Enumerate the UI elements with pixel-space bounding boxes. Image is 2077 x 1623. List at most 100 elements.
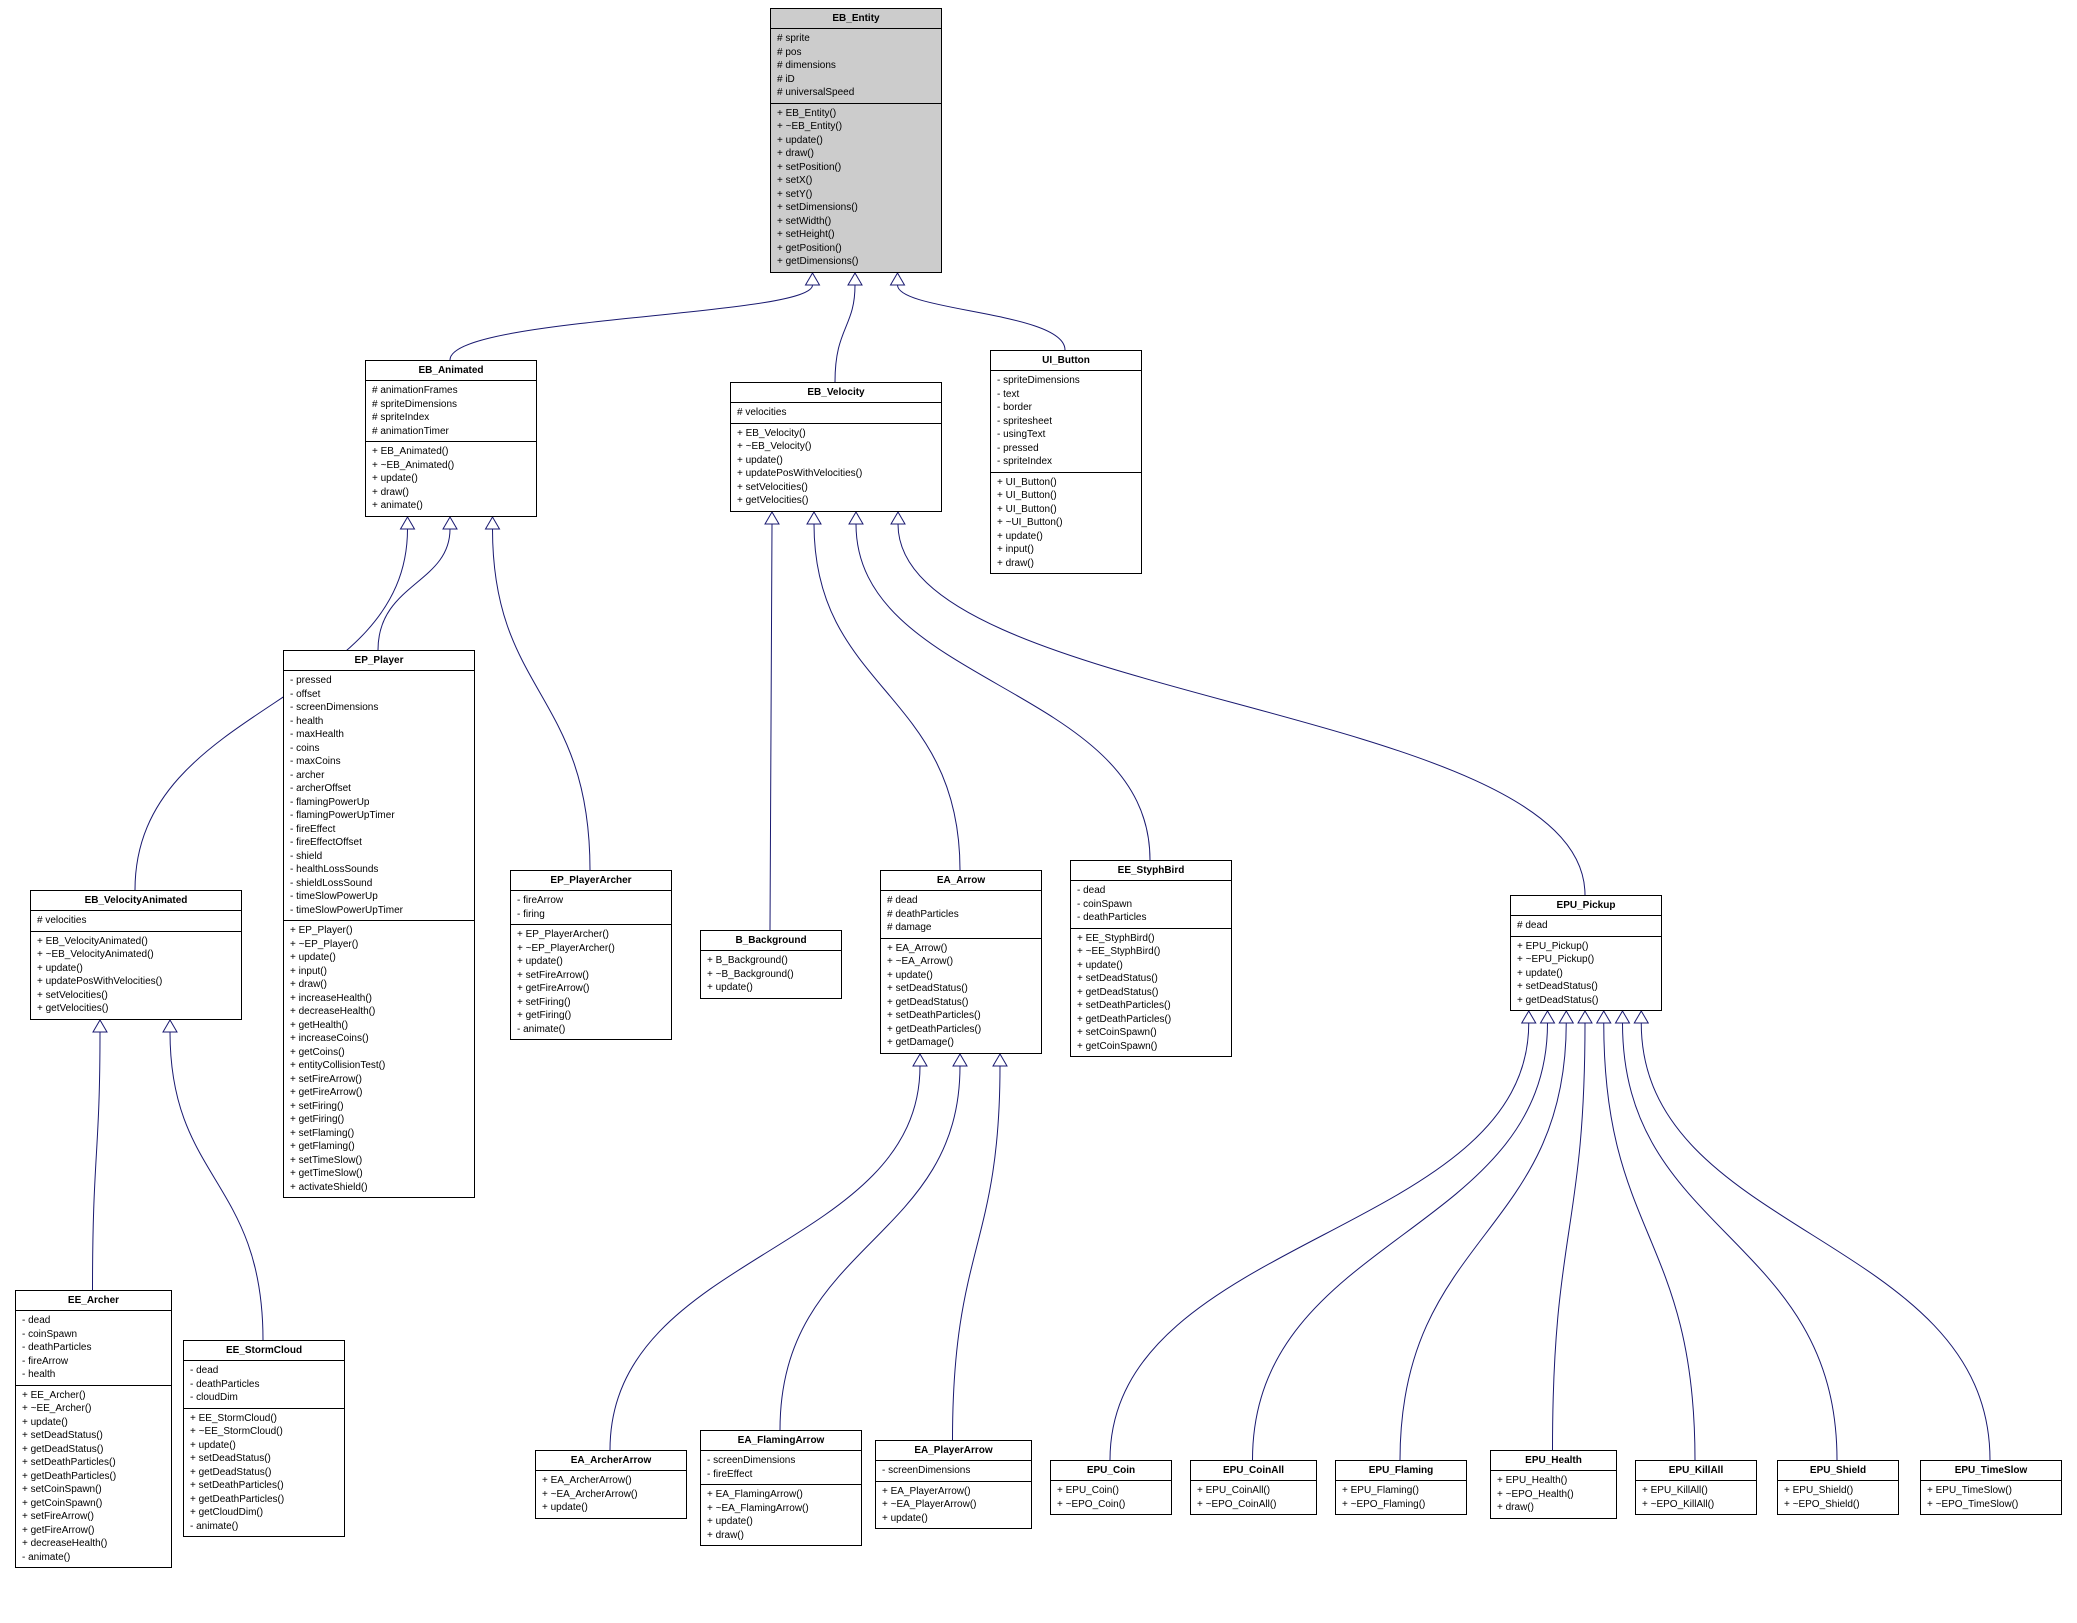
class-operations: + EP_Player()+ ~EP_Player()+ update()+ i… [284, 921, 474, 1197]
inheritance-edge [1253, 1023, 1548, 1460]
inheritance-arrowhead [765, 512, 779, 524]
class-EPU_Pickup: EPU_Pickup# dead+ EPU_Pickup()+ ~EPU_Pic… [1510, 895, 1662, 1011]
inheritance-arrowhead [848, 273, 862, 285]
class-EPU_Flaming: EPU_Flaming+ EPU_Flaming()+ ~EPO_Flaming… [1335, 1460, 1467, 1515]
class-title: EB_Entity [771, 9, 941, 29]
class-EA_PlayerArrow: EA_PlayerArrow- screenDimensions+ EA_Pla… [875, 1440, 1032, 1529]
inheritance-arrowhead [401, 517, 415, 529]
class-title: EA_Arrow [881, 871, 1041, 891]
class-title: EB_VelocityAnimated [31, 891, 241, 911]
class-title: EPU_Pickup [1511, 896, 1661, 916]
class-operations: + EB_Velocity()+ ~EB_Velocity()+ update(… [731, 424, 941, 511]
inheritance-arrowhead [486, 517, 500, 529]
class-EPU_Shield: EPU_Shield+ EPU_Shield()+ ~EPO_Shield() [1777, 1460, 1899, 1515]
class-operations: + EPU_TimeSlow()+ ~EPO_TimeSlow() [1921, 1481, 2061, 1514]
class-operations: + EPU_Pickup()+ ~EPU_Pickup()+ update()+… [1511, 937, 1661, 1011]
class-attributes: # velocities [31, 911, 241, 932]
class-title: EA_ArcherArrow [536, 1451, 686, 1471]
class-EPU_KillAll: EPU_KillAll+ EPU_KillAll()+ ~EPO_KillAll… [1635, 1460, 1757, 1515]
class-EA_ArcherArrow: EA_ArcherArrow+ EA_ArcherArrow()+ ~EA_Ar… [535, 1450, 687, 1519]
inheritance-arrowhead [1522, 1011, 1536, 1023]
class-attributes: - screenDimensions- fireEffect [701, 1451, 861, 1485]
class-operations: + EB_VelocityAnimated()+ ~EB_VelocityAni… [31, 932, 241, 1019]
class-EPU_CoinAll: EPU_CoinAll+ EPU_CoinAll()+ ~EPO_CoinAll… [1190, 1460, 1317, 1515]
class-EPU_TimeSlow: EPU_TimeSlow+ EPU_TimeSlow()+ ~EPO_TimeS… [1920, 1460, 2062, 1515]
class-title: EP_PlayerArcher [511, 871, 671, 891]
class-attributes: - pressed- offset- screenDimensions- hea… [284, 671, 474, 921]
class-EPU_Coin: EPU_Coin+ EPU_Coin()+ ~EPO_Coin() [1050, 1460, 1172, 1515]
inheritance-edge [450, 285, 813, 360]
inheritance-edge [856, 524, 1150, 860]
inheritance-edge [1110, 1023, 1529, 1460]
class-operations: + EPU_Coin()+ ~EPO_Coin() [1051, 1481, 1171, 1514]
class-attributes: - fireArrow- firing [511, 891, 671, 925]
class-EE_StormCloud: EE_StormCloud- dead- deathParticles- clo… [183, 1340, 345, 1537]
class-title: EPU_Health [1491, 1451, 1616, 1471]
class-title: EPU_CoinAll [1191, 1461, 1316, 1481]
inheritance-arrowhead [1559, 1011, 1573, 1023]
class-title: EPU_KillAll [1636, 1461, 1756, 1481]
class-operations: + EA_ArcherArrow()+ ~EA_ArcherArrow()+ u… [536, 1471, 686, 1518]
class-attributes: # dead [1511, 916, 1661, 937]
inheritance-arrowhead [891, 273, 905, 285]
class-operations: + EPU_Health()+ ~EPO_Health()+ draw() [1491, 1471, 1616, 1518]
inheritance-arrowhead [1634, 1011, 1648, 1023]
class-title: EA_PlayerArrow [876, 1441, 1031, 1461]
class-EB_Velocity: EB_Velocity# velocities+ EB_Velocity()+ … [730, 382, 942, 512]
inheritance-arrowhead [1541, 1011, 1555, 1023]
class-title: EA_FlamingArrow [701, 1431, 861, 1451]
class-attributes: - screenDimensions [876, 1461, 1031, 1482]
class-EA_Arrow: EA_Arrow# dead# deathParticles# damage+ … [880, 870, 1042, 1054]
inheritance-edge [1623, 1023, 1838, 1460]
inheritance-edge [610, 1066, 920, 1450]
class-operations: + EA_PlayerArrow()+ ~EA_PlayerArrow()+ u… [876, 1482, 1031, 1529]
inheritance-edge [93, 1032, 101, 1290]
class-title: EE_StyphBird [1071, 861, 1231, 881]
class-operations: + EPU_KillAll()+ ~EPO_KillAll() [1636, 1481, 1756, 1514]
class-EE_Archer: EE_Archer- dead- coinSpawn- deathParticl… [15, 1290, 172, 1568]
class-operations: + EB_Entity()+ ~EB_Entity()+ update()+ d… [771, 104, 941, 272]
inheritance-arrowhead [163, 1020, 177, 1032]
inheritance-edge [1604, 1023, 1695, 1460]
class-title: EP_Player [284, 651, 474, 671]
class-attributes: - dead- deathParticles- cloudDim [184, 1361, 344, 1409]
inheritance-arrowhead [443, 517, 457, 529]
class-operations: + EA_Arrow()+ ~EA_Arrow()+ update()+ set… [881, 939, 1041, 1053]
class-title: UI_Button [991, 351, 1141, 371]
class-EB_Entity: EB_Entity# sprite# pos# dimensions# iD# … [770, 8, 942, 273]
class-attributes: - spriteDimensions- text- border- sprite… [991, 371, 1141, 473]
class-title: EPU_Flaming [1336, 1461, 1466, 1481]
class-operations: + UI_Button()+ UI_Button()+ UI_Button()+… [991, 473, 1141, 574]
class-operations: + EP_PlayerArcher()+ ~EP_PlayerArcher()+… [511, 925, 671, 1039]
class-operations: + EE_Archer()+ ~EE_Archer()+ update()+ s… [16, 1386, 171, 1568]
class-EE_StyphBird: EE_StyphBird- dead- coinSpawn- deathPart… [1070, 860, 1232, 1057]
inheritance-edge [898, 285, 1066, 350]
class-operations: + EE_StyphBird()+ ~EE_StyphBird()+ updat… [1071, 929, 1231, 1057]
class-operations: + EPU_Shield()+ ~EPO_Shield() [1778, 1481, 1898, 1514]
inheritance-edge [1641, 1023, 1990, 1460]
inheritance-arrowhead [953, 1054, 967, 1066]
inheritance-arrowhead [806, 273, 820, 285]
class-attributes: # sprite# pos# dimensions# iD# universal… [771, 29, 941, 104]
class-EA_FlamingArrow: EA_FlamingArrow- screenDimensions- fireE… [700, 1430, 862, 1546]
class-operations: + EA_FlamingArrow()+ ~EA_FlamingArrow()+… [701, 1485, 861, 1545]
class-operations: + EB_Animated()+ ~EB_Animated()+ update(… [366, 442, 536, 516]
class-operations: + EPU_CoinAll()+ ~EPO_CoinAll() [1191, 1481, 1316, 1514]
inheritance-arrowhead [1597, 1011, 1611, 1023]
inheritance-arrowhead [93, 1020, 107, 1032]
inheritance-edge [814, 524, 960, 870]
inheritance-edge [1553, 1023, 1586, 1450]
inheritance-edge [378, 529, 450, 650]
class-EP_Player: EP_Player- pressed- offset- screenDimens… [283, 650, 475, 1198]
inheritance-edge [493, 529, 591, 870]
inheritance-edge [770, 524, 772, 930]
inheritance-arrowhead [807, 512, 821, 524]
class-title: EE_Archer [16, 1291, 171, 1311]
inheritance-edge [953, 1066, 1001, 1440]
class-attributes: # velocities [731, 403, 941, 424]
class-operations: + EE_StormCloud()+ ~EE_StormCloud()+ upd… [184, 1409, 344, 1537]
class-attributes: # animationFrames# spriteDimensions# spr… [366, 381, 536, 442]
inheritance-arrowhead [849, 512, 863, 524]
class-title: EE_StormCloud [184, 1341, 344, 1361]
class-attributes: # dead# deathParticles# damage [881, 891, 1041, 939]
